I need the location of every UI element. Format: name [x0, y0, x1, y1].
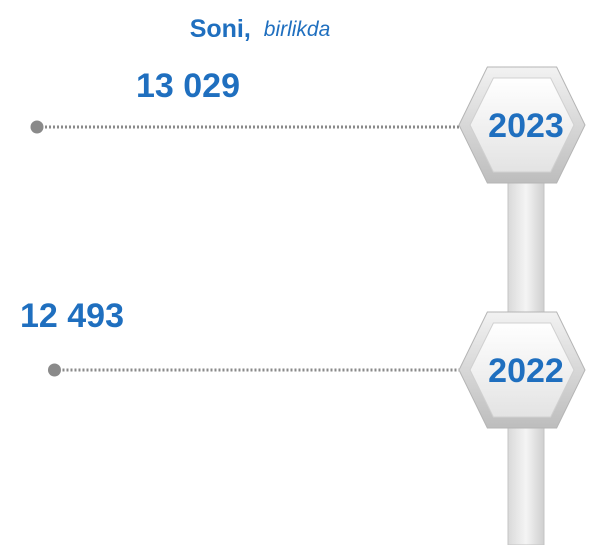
value-label: 12 493: [20, 297, 124, 335]
year-label: 2023: [488, 107, 564, 145]
subtitle: birlikda: [264, 18, 331, 41]
connector-dot: [30, 120, 44, 134]
hexagon-inner: [469, 322, 575, 418]
year-label: 2022: [488, 352, 564, 390]
title: Soni,: [190, 15, 251, 43]
value-label: 13 029: [136, 67, 240, 105]
hexagon-inner: [469, 77, 575, 173]
connector-dot: [47, 363, 61, 377]
chart-title: Soni, birlikda: [190, 15, 331, 43]
